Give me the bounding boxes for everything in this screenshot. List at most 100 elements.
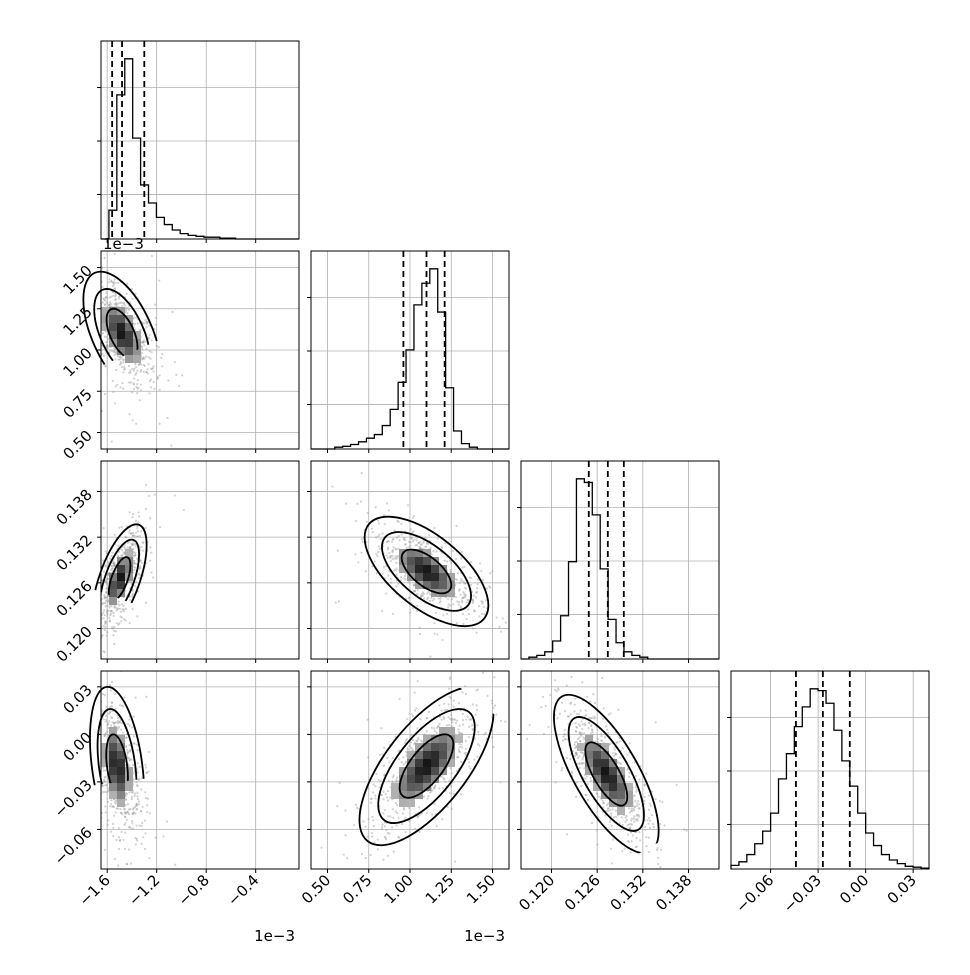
scatter-point: [392, 774, 395, 777]
density-cell: [117, 331, 125, 339]
scatter-point: [419, 546, 422, 549]
scatter-point: [627, 833, 630, 836]
scatter-point: [115, 807, 118, 810]
scatter-point: [554, 781, 557, 784]
scatter-point: [439, 597, 442, 600]
scatter-point: [114, 811, 117, 814]
scatter-point: [438, 722, 441, 726]
scatter-point: [410, 712, 413, 716]
scatter-point: [412, 529, 415, 533]
scatter-point: [87, 713, 89, 715]
scatter-point: [424, 545, 427, 549]
scatter-point: [123, 358, 126, 361]
scatter-point: [416, 815, 419, 818]
scatter-point: [637, 813, 640, 817]
scatter-point: [440, 775, 443, 778]
scatter-point: [109, 557, 112, 560]
scatter-point: [126, 282, 129, 285]
scatter-point: [409, 534, 413, 537]
scatter-point: [113, 857, 116, 860]
scatter-point: [610, 824, 613, 827]
scatter-point: [647, 808, 651, 811]
scatter-point: [338, 781, 341, 785]
scatter-point: [131, 531, 135, 535]
scatter-point: [138, 362, 141, 366]
scatter-point: [136, 378, 139, 382]
scatter-point: [165, 820, 169, 823]
scatter-point: [104, 805, 107, 808]
scatter-point: [433, 730, 437, 733]
scatter-point: [119, 704, 122, 707]
scatter-point: [373, 560, 376, 563]
density-cell: [415, 775, 423, 783]
density-cell: [133, 331, 141, 339]
scatter-point: [105, 345, 108, 348]
scatter-point: [420, 594, 423, 597]
scatter-point: [128, 825, 131, 829]
scatter-point: [112, 614, 115, 618]
scatter-point: [659, 866, 662, 869]
scatter-point: [602, 802, 605, 805]
x-tick-label: 0.132: [607, 871, 650, 914]
scatter-point: [413, 709, 417, 712]
scatter-point: [554, 688, 557, 692]
scatter-point: [628, 823, 631, 826]
scatter-point: [245, 393, 247, 395]
scatter-point: [457, 750, 461, 753]
scatter-point: [528, 723, 531, 727]
scatter-point: [139, 328, 142, 331]
scatter-point: [458, 601, 461, 604]
x-tick-label: 0.03: [884, 871, 920, 907]
scatter-point: [569, 702, 572, 705]
density-cell: [593, 775, 601, 783]
scatter-point: [119, 362, 123, 365]
scatter-point: [448, 791, 451, 795]
scatter-point: [575, 730, 578, 733]
scatter-point: [94, 581, 96, 583]
scatter-point: [573, 743, 576, 746]
scatter-point: [362, 820, 365, 823]
density-cell: [399, 799, 407, 807]
scatter-point: [460, 578, 463, 581]
scatter-point: [143, 357, 146, 360]
scatter-point: [98, 612, 100, 614]
scatter-point: [447, 687, 451, 690]
scatter-point: [147, 356, 150, 359]
scatter-point: [93, 696, 95, 698]
scatter-point: [460, 732, 463, 735]
scatter-point: [135, 824, 138, 827]
scatter-point: [440, 709, 443, 712]
scatter-point: [413, 742, 416, 745]
scatter-point: [104, 596, 107, 599]
scatter-point: [95, 703, 97, 705]
density-cell: [117, 581, 125, 589]
scatter-point: [105, 599, 108, 602]
scatter-point: [602, 717, 605, 720]
scatter-point: [103, 778, 106, 781]
scatter-point: [128, 749, 131, 752]
scatter-point: [580, 720, 583, 723]
scatter-point: [128, 595, 132, 598]
scatter-point: [121, 603, 124, 606]
scatter-point: [124, 815, 127, 818]
scatter-point: [593, 701, 597, 705]
scatter-point: [150, 351, 153, 354]
scatter-point: [460, 606, 463, 609]
scatter-point: [133, 794, 136, 797]
scatter-point: [144, 340, 148, 343]
scatter-point: [433, 785, 437, 788]
density-cell: [399, 557, 407, 565]
scatter-point: [112, 826, 115, 829]
scatter-point: [565, 684, 568, 687]
scatter-point: [604, 725, 608, 728]
scatter-point: [104, 775, 107, 778]
scatter-point: [110, 701, 113, 704]
scatter-point: [638, 807, 641, 810]
scatter-point: [404, 543, 407, 546]
scatter-point: [542, 732, 545, 736]
scatter-point: [489, 586, 492, 589]
scatter-point: [116, 383, 119, 386]
scatter-point: [113, 604, 116, 607]
density-cell: [109, 573, 117, 581]
scatter-point: [405, 760, 408, 763]
